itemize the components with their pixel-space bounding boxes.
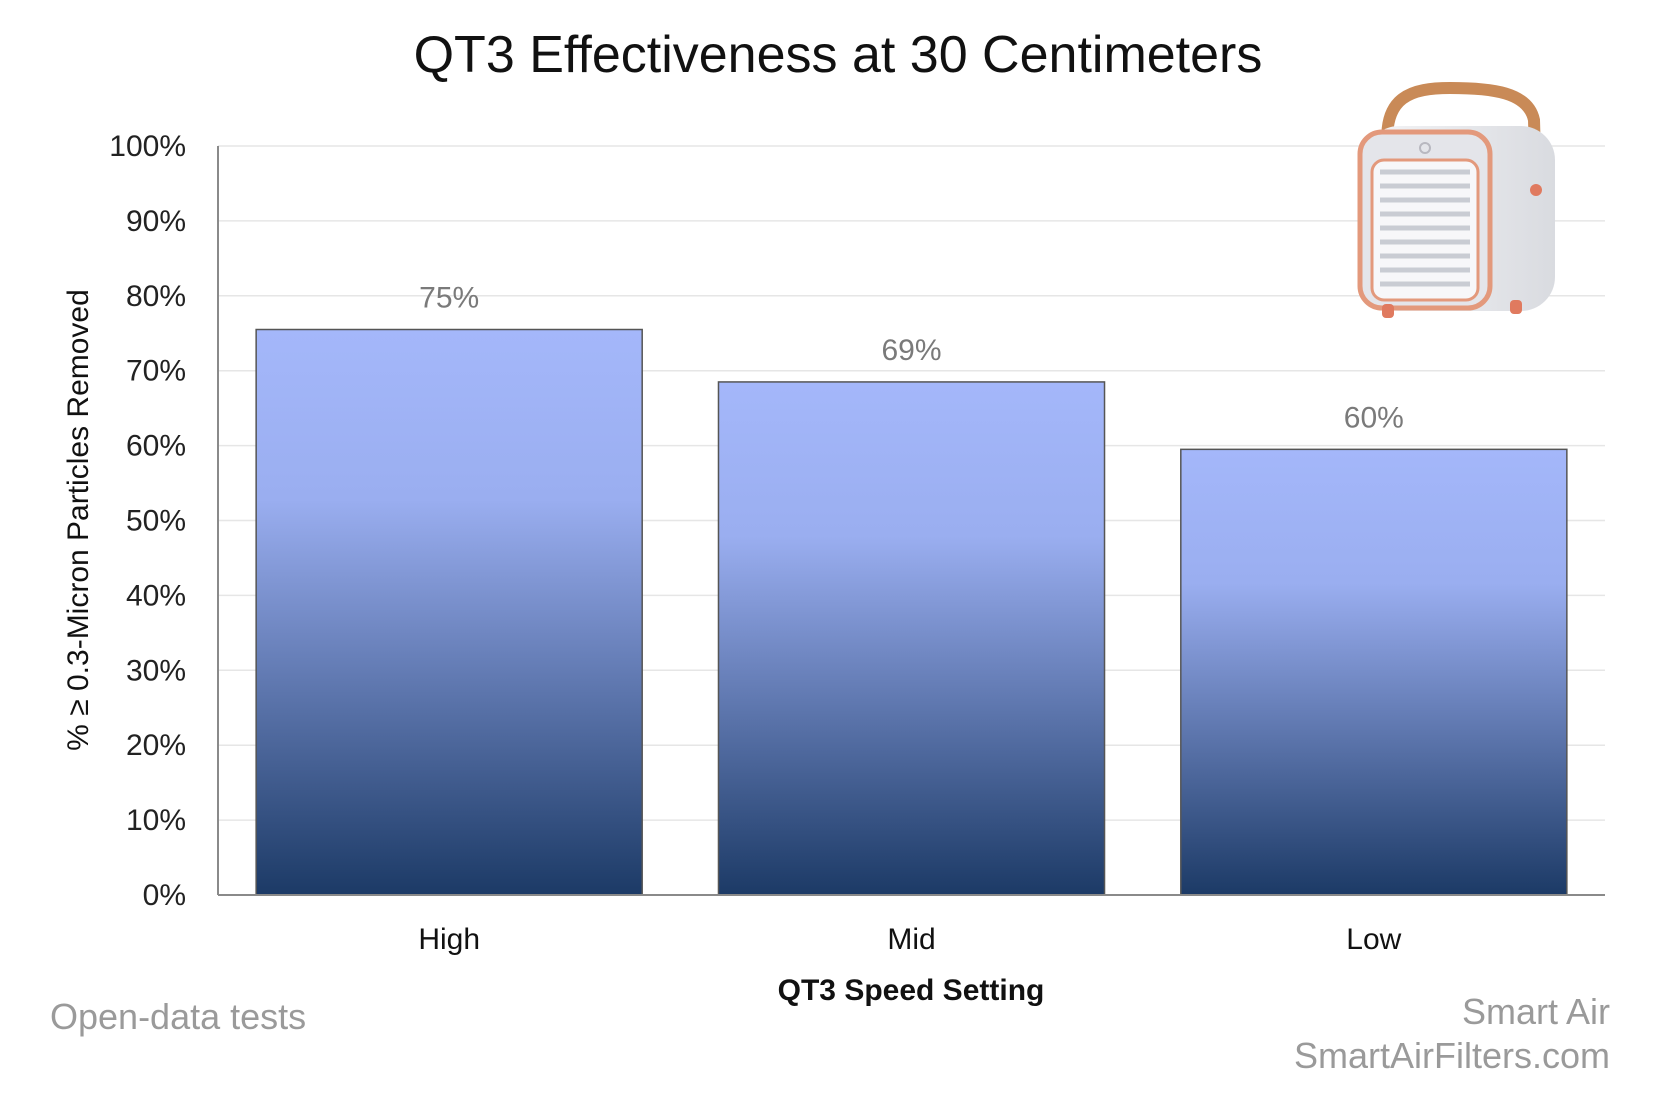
chart-title: QT3 Effectiveness at 30 Centimeters xyxy=(414,26,1263,84)
y-axis-title: % ≥ 0.3-Micron Particles Removed xyxy=(62,289,95,751)
data-labels: 75% 69% 60% xyxy=(419,282,1404,435)
data-label-mid: 69% xyxy=(881,334,941,367)
data-label-high: 75% xyxy=(419,282,479,315)
y-tick-label: 20% xyxy=(126,729,186,762)
x-category-label-low: Low xyxy=(1346,923,1401,956)
y-tick-label: 100% xyxy=(109,130,186,163)
bar-high xyxy=(255,328,643,896)
x-category-labels: High Mid Low xyxy=(418,923,1401,956)
x-category-label-high: High xyxy=(418,923,480,956)
y-tick-labels: 0% 10% 20% 30% 40% 50% 60% 70% 80% 90% 100% xyxy=(109,130,186,912)
y-tick-label: 40% xyxy=(126,579,186,612)
y-tick-label: 60% xyxy=(126,430,186,463)
bar-low xyxy=(1180,448,1568,896)
y-tick-label: 30% xyxy=(126,654,186,687)
y-tick-label: 90% xyxy=(126,205,186,238)
footer-website: SmartAirFilters.com xyxy=(1294,1035,1610,1076)
footer-brand: Smart Air xyxy=(1462,991,1610,1032)
y-tick-label: 0% xyxy=(143,879,186,912)
x-axis-title: QT3 Speed Setting xyxy=(778,974,1045,1007)
y-tick-label: 50% xyxy=(126,505,186,538)
y-tick-label: 70% xyxy=(126,355,186,388)
y-tick-label: 10% xyxy=(126,804,186,837)
y-tick-label: 80% xyxy=(126,280,186,313)
portable-air-cooler-icon xyxy=(1357,81,1555,318)
data-label-low: 60% xyxy=(1344,401,1404,434)
bar-mid xyxy=(717,381,1106,896)
footer-open-data: Open-data tests xyxy=(50,996,306,1037)
x-category-label-mid: Mid xyxy=(887,923,935,956)
